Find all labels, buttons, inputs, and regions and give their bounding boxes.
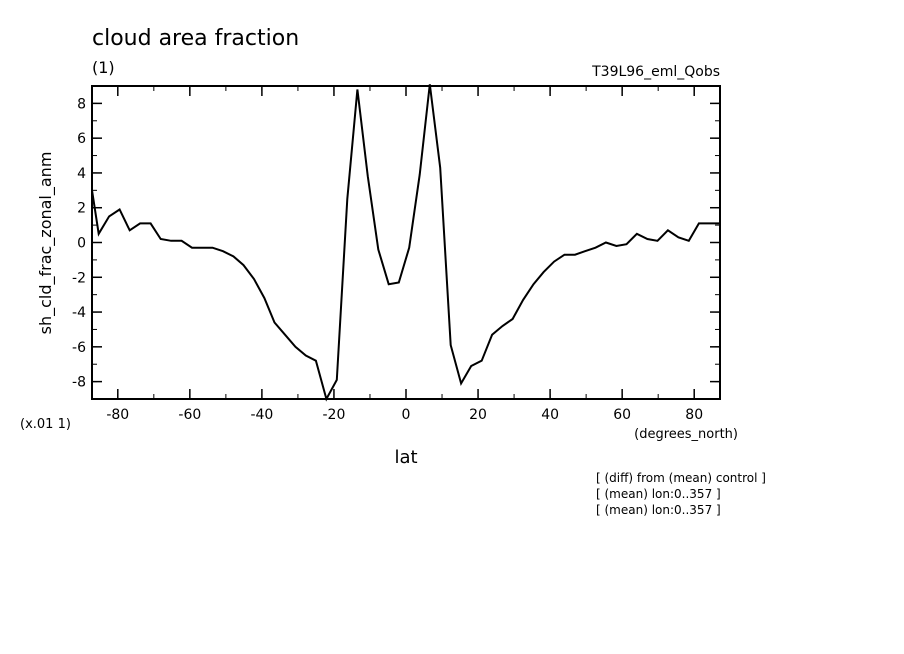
- data-line: [91, 84, 720, 402]
- x-tick-label: -20: [323, 407, 346, 423]
- y-tick-label: 2: [77, 201, 86, 217]
- y-scale-label: (x.01 1): [20, 417, 71, 432]
- x-axis-label: lat: [394, 447, 417, 468]
- y-tick-label: -2: [72, 270, 86, 286]
- x-tick-label: 20: [469, 407, 487, 423]
- y-tick-label: -8: [72, 375, 86, 391]
- y-tick-label: -6: [72, 340, 86, 356]
- plot-frame: [91, 85, 721, 400]
- y-tick-label: 4: [77, 166, 86, 182]
- x-axis-ticks: [117, 86, 695, 399]
- note-line: [ (mean) lon:0..357 ]: [596, 487, 721, 501]
- chart-subtitle: (1): [92, 58, 115, 77]
- chart-title: cloud area fraction: [92, 26, 299, 51]
- x-tick-label: -40: [250, 407, 273, 423]
- x-axis-tick-labels: -80 -60 -40 -20 0 20 40 60 80: [106, 407, 703, 423]
- x-tick-label: 80: [685, 407, 703, 423]
- note-line: [ (diff) from (mean) control ]: [596, 471, 766, 485]
- y-axis-label: sh_cld_frac_zonal_anm: [36, 152, 56, 335]
- experiment-label: T39L96_eml_Qobs: [591, 64, 720, 80]
- x-tick-label: 60: [613, 407, 631, 423]
- y-axis-tick-labels: -8 -6 -4 -2 0 2 4 6 8: [72, 96, 86, 390]
- x-tick-label: 40: [541, 407, 559, 423]
- y-tick-label: 8: [77, 96, 86, 112]
- y-tick-label: 6: [77, 131, 86, 147]
- y-tick-label: 0: [77, 236, 86, 252]
- x-tick-label: -80: [106, 407, 129, 423]
- x-tick-label: 0: [402, 407, 411, 423]
- y-axis-ticks: [92, 85, 720, 400]
- x-axis-units: (degrees_north): [634, 427, 738, 442]
- y-tick-label: -4: [72, 305, 86, 321]
- x-tick-label: -60: [178, 407, 201, 423]
- note-line: [ (mean) lon:0..357 ]: [596, 503, 721, 517]
